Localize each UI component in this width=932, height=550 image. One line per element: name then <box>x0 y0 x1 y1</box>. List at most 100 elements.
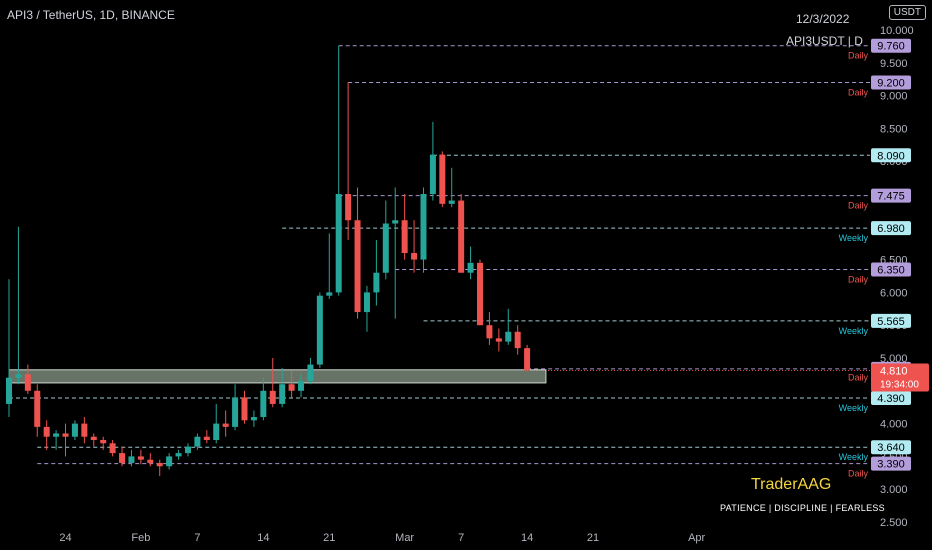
x-tick-label: 14 <box>257 532 269 544</box>
level-timeframe-label: Daily <box>848 274 869 284</box>
level-tag <box>871 456 911 471</box>
candle-body <box>222 423 229 427</box>
level-tag-label: 5.565 <box>877 316 905 328</box>
candle-body <box>448 200 455 204</box>
candle-body <box>53 433 60 437</box>
level-tag <box>871 188 911 203</box>
x-tick-label: 21 <box>323 532 335 544</box>
x-tick-label: 14 <box>521 532 533 544</box>
candle-body <box>326 292 333 296</box>
candle-body <box>467 262 474 273</box>
candle-body <box>458 200 465 273</box>
candle-body <box>335 194 342 293</box>
support-zone <box>8 369 547 384</box>
level-tag <box>871 440 911 455</box>
candle-body <box>363 292 370 313</box>
candle-body <box>213 423 220 440</box>
level-timeframe-label: Daily <box>848 51 869 61</box>
y-tick-label: 9.500 <box>880 58 908 70</box>
x-tick-label: 21 <box>587 532 599 544</box>
level-tag-label: 3.640 <box>877 442 905 454</box>
y-tick-label: 9.000 <box>880 91 908 103</box>
candle-body <box>100 440 107 444</box>
brand-motto: PATIENCE | DISCIPLINE | FEARLESS <box>720 503 885 513</box>
candle-body <box>147 459 154 463</box>
current-price-tag <box>871 363 929 392</box>
currency-button[interactable]: USDT <box>888 5 926 20</box>
candle-body <box>109 443 116 454</box>
countdown-label: 19:34:00 <box>880 379 919 390</box>
brand-name: TraderAAG <box>751 476 832 493</box>
candle-body <box>71 423 78 437</box>
y-tick-label: 3.000 <box>880 484 908 496</box>
candle-body <box>6 377 12 404</box>
candle-body <box>486 325 493 339</box>
candle-body <box>373 272 380 293</box>
candle-body <box>354 220 361 313</box>
candle-body <box>505 331 512 342</box>
level-timeframe-label: Daily <box>848 201 869 211</box>
candle-body <box>345 194 352 221</box>
y-tick-label: 2.500 <box>880 517 908 529</box>
y-tick-label: 8.500 <box>880 123 908 135</box>
level-tag-label: 3.390 <box>877 459 905 471</box>
candle-body <box>15 374 22 378</box>
candle-body <box>250 417 257 421</box>
level-timeframe-label: Weekly <box>839 403 869 413</box>
candle-body <box>34 390 41 427</box>
candle-body <box>401 220 408 254</box>
level-tag-label: 6.350 <box>877 264 905 276</box>
y-tick-label: 4.000 <box>880 419 908 431</box>
candle-body <box>429 154 436 194</box>
level-tag <box>871 262 911 277</box>
candle-body <box>128 456 135 463</box>
level-tag-label: 9.200 <box>877 77 905 89</box>
candle-body <box>81 423 88 437</box>
candle-body <box>382 223 389 273</box>
candle-body <box>420 194 427 260</box>
candle-body <box>307 364 314 381</box>
candle-body <box>62 433 69 437</box>
candle-body <box>298 380 305 391</box>
x-tick-label: 7 <box>194 532 200 544</box>
level-timeframe-label: Weekly <box>839 452 869 462</box>
candle-body <box>137 456 144 460</box>
candle-body <box>411 253 418 260</box>
candles <box>6 45 531 477</box>
level-tag <box>871 75 911 90</box>
time-axis[interactable]: 24 Feb 7 14 21 Mar 7 14 21 Apr <box>59 532 705 544</box>
level-timeframe-label: Weekly <box>839 326 869 336</box>
level-timeframe-label: Daily <box>848 87 869 97</box>
level-timeframe-label: Daily <box>848 469 869 479</box>
candle-body <box>194 436 201 447</box>
y-tick-label: 10.000 <box>880 25 914 37</box>
level-tag-label: 7.475 <box>877 191 905 203</box>
candle-body <box>477 262 483 326</box>
level-tag-label: 4.390 <box>877 393 905 405</box>
candle-body <box>241 397 248 421</box>
x-tick-label: Feb <box>131 532 150 544</box>
date-label: 12/3/2022 <box>796 12 850 26</box>
candle-body <box>524 348 531 371</box>
candle-body <box>90 436 97 440</box>
level-tag-label: 6.980 <box>877 223 905 235</box>
candle-body <box>316 295 323 365</box>
level-tag <box>871 38 911 53</box>
level-tag <box>871 221 911 236</box>
y-tick-label: 6.000 <box>880 287 908 299</box>
candle-body <box>43 426 50 437</box>
level-tag <box>871 391 911 406</box>
x-tick-label: 24 <box>59 532 71 544</box>
level-lines <box>9 45 870 465</box>
candle-body <box>156 462 163 467</box>
candle-body <box>175 453 182 457</box>
level-tag <box>871 148 911 163</box>
candle-body <box>166 456 173 467</box>
level-tag-label: 9.760 <box>877 41 905 53</box>
ticker-label: API3USDT | D <box>786 34 863 48</box>
candle-body <box>392 220 399 224</box>
candle-body <box>24 374 31 391</box>
candle-body <box>495 338 502 342</box>
candle-body <box>184 446 191 454</box>
